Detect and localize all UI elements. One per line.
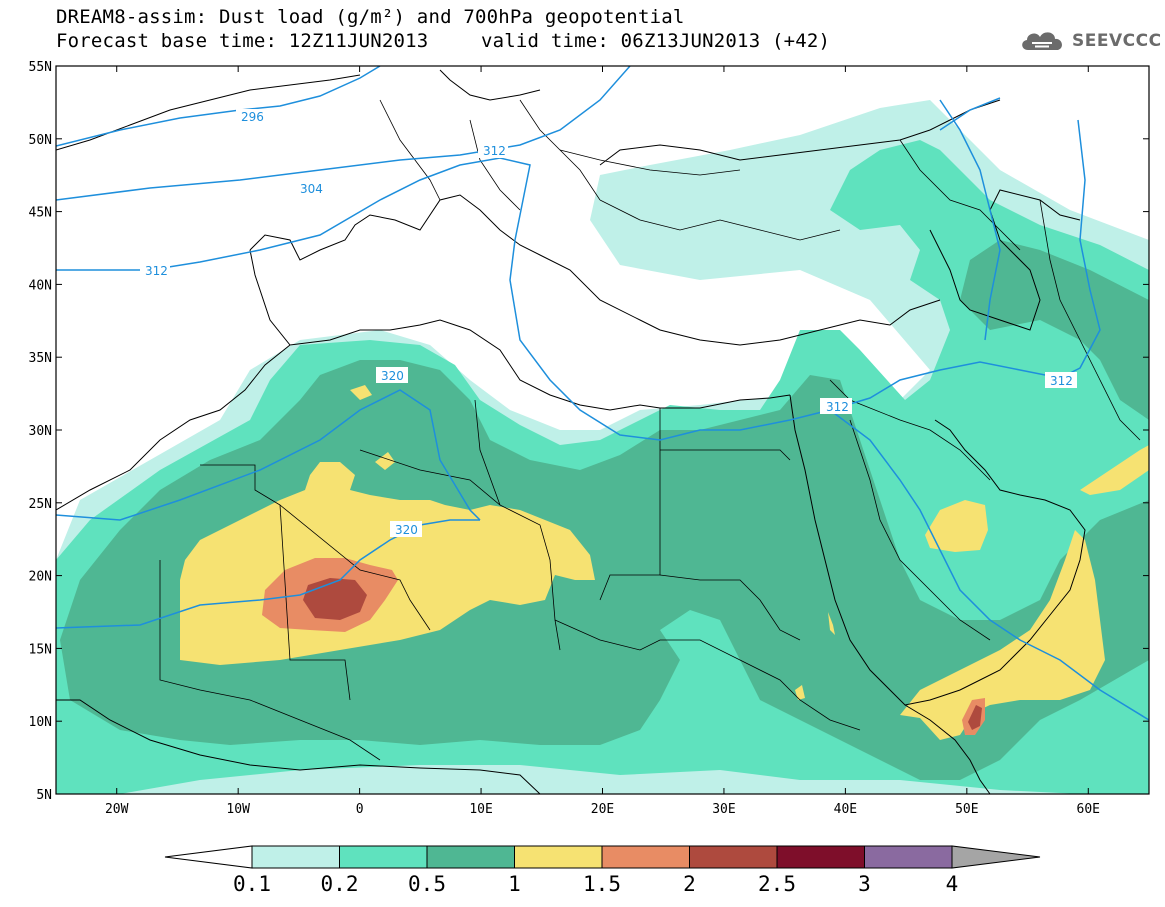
colorbar-tick-label: 1.5 [583, 872, 621, 896]
dust-level-2-somalia [968, 705, 982, 730]
contour-label: 312 [826, 400, 849, 414]
lat-label: 30N [29, 424, 52, 439]
colorbar-tick-label: 4 [946, 872, 959, 896]
dust-level-1-ethiopia [795, 685, 805, 700]
lat-label: 5N [36, 788, 52, 803]
lon-label: 40E [834, 802, 857, 817]
lat-label: 10N [29, 715, 52, 730]
dust-level-1-oman [900, 530, 1105, 740]
contour-label: 320 [381, 369, 404, 383]
latitude-axis: 55N 50N 45N 40N 35N 30N 25N 20N 15N 10N 5N [29, 60, 1149, 803]
base-time-text: Forecast base time: 12Z11JUN2013 [56, 30, 429, 52]
lat-label: 55N [29, 60, 52, 75]
lat-label: 50N [29, 133, 52, 148]
contour-label: 304 [300, 182, 323, 196]
cloud-icon [1022, 32, 1062, 50]
contour-label: 312 [483, 144, 506, 158]
dust-level-1-saudi [925, 500, 988, 552]
lon-label: 50E [955, 802, 978, 817]
lon-label: 30E [712, 802, 735, 817]
colorbar-bin [339, 845, 428, 869]
colorbar-bin [689, 845, 778, 869]
colorbar-tick-label: 0.2 [321, 872, 359, 896]
colorbar-tick-label: 2.5 [758, 872, 796, 896]
contour-label: 296 [241, 110, 264, 124]
borders [159, 99, 1141, 761]
colorbar-bin [251, 845, 340, 869]
longitude-axis: 20W 10W 0 10E 20E 30E 40E 50E 60E [105, 66, 1100, 817]
colorbar-tick-label: 1 [508, 872, 521, 896]
geopotential-contours [56, 66, 1149, 721]
dust-level-1-north [350, 385, 372, 400]
lat-label: 15N [29, 642, 52, 657]
colorbar-tick-label: 0.1 [233, 872, 271, 896]
dust-level-1-redsea [828, 612, 835, 635]
colorbar-bin [776, 845, 865, 869]
coastlines [56, 69, 1086, 794]
lon-label: 0 [356, 802, 364, 817]
chart-title: DREAM8-assim: Dust load (g/m²) and 700hP… [56, 6, 685, 28]
seevccc-logo: SEEVCCC [1018, 28, 1162, 54]
logo-text: SEEVCCC [1072, 31, 1162, 51]
lon-label: 60E [1077, 802, 1100, 817]
dust-level-1-iran [1080, 445, 1149, 495]
lat-label: 25N [29, 497, 52, 512]
forecast-base-time: Forecast base time: 12Z11JUN2013 valid ti… [56, 30, 830, 52]
colorbar-tick-label: 0.5 [408, 872, 446, 896]
colorbar-tick-label: 2 [683, 872, 696, 896]
lat-label: 40N [29, 278, 52, 293]
colorbar-bin [601, 845, 690, 869]
contour-labels: 296 304 312 312 312 320 320 312 [140, 109, 1077, 537]
dust-shading [56, 66, 1149, 794]
lon-label: 10W [226, 802, 250, 817]
contour-label: 312 [145, 264, 168, 278]
valid-time-text: valid time: 06Z13JUN2013 (+42) [481, 30, 831, 52]
colorbar-cap-low [164, 845, 253, 869]
lat-label: 20N [29, 570, 52, 585]
colorbar-bin [864, 845, 953, 869]
lon-label: 20E [591, 802, 614, 817]
colorbar: 0.1 0.2 0.5 1 1.5 2 2.5 3 4 [164, 845, 1041, 896]
colorbar-bin [514, 845, 603, 869]
contour-label: 312 [1050, 374, 1073, 388]
lat-label: 45N [29, 206, 52, 221]
lon-label: 10E [469, 802, 492, 817]
colorbar-bin [426, 845, 515, 869]
contour-label: 320 [395, 523, 418, 537]
lon-label: 20W [105, 802, 129, 817]
colorbar-tick-label: 3 [858, 872, 871, 896]
lat-label: 35N [29, 351, 52, 366]
dust-level-1-spot [375, 452, 395, 470]
colorbar-cap-high [951, 845, 1041, 869]
